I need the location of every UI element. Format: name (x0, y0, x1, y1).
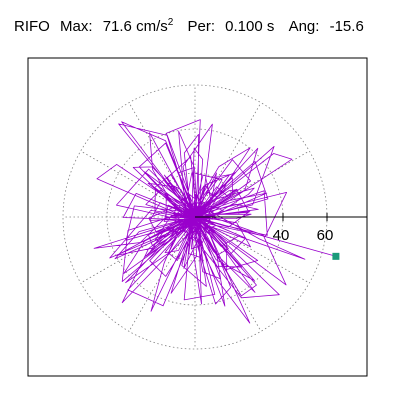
axis-tick-label-40: 40 (273, 227, 290, 244)
station-code: RIFO (14, 18, 50, 35)
axis-tick-label-60: 60 (317, 227, 334, 244)
trace-path (93, 119, 337, 324)
chart-header: RIFO Max: 71.6 cm/s2 Per: 0.100 s Ang: -… (14, 17, 364, 35)
max-label: Max: (60, 18, 93, 35)
ang-value: -15.6 (329, 18, 364, 35)
per-label: Per: (187, 18, 215, 35)
max-unit-exp: 2 (167, 17, 174, 28)
ang-label: Ang: (288, 18, 320, 35)
radial-axis: 40 60 (195, 213, 367, 244)
end-marker (332, 252, 340, 260)
max-unit-base: cm/s (136, 18, 168, 35)
plot-frame (27, 57, 368, 377)
max-unit: cm/s2 (136, 17, 173, 35)
max-value: 71.6 (102, 18, 132, 35)
per-value: 0.100 s (225, 18, 275, 35)
particle-trace (93, 119, 340, 324)
